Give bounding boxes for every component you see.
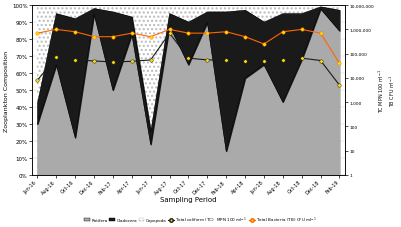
TB	[73, 31, 77, 34]
TB	[261, 43, 266, 46]
TC	[148, 59, 153, 62]
TB	[54, 29, 59, 32]
TC	[318, 60, 323, 63]
TB	[280, 31, 285, 34]
TC	[130, 61, 134, 63]
TB	[224, 31, 229, 34]
TC	[92, 60, 97, 63]
TC	[54, 57, 59, 59]
X-axis label: Sampling Period: Sampling Period	[160, 196, 217, 202]
TC	[111, 61, 115, 64]
Y-axis label: Zooplankton Composition: Zooplankton Composition	[4, 50, 9, 131]
TC	[73, 59, 77, 62]
TB	[337, 63, 342, 65]
TC	[205, 59, 210, 62]
Legend: Rotifera, Cladocera, Copepoda, Total coliform (TC)  MPN 100 ml$^{-1}$, Total Bac: Rotifera, Cladocera, Copepoda, Total col…	[83, 214, 318, 225]
TB	[299, 29, 304, 32]
TC	[337, 84, 342, 87]
TC	[35, 79, 40, 82]
TC	[243, 61, 247, 63]
TB	[111, 36, 115, 39]
TC	[280, 59, 285, 62]
TB	[205, 33, 210, 35]
Y-axis label: TC MPN 100 ml$^{-1}$
TB CFU ml$^{-1}$: TC MPN 100 ml$^{-1}$ TB CFU ml$^{-1}$	[377, 69, 397, 112]
TC	[299, 57, 304, 60]
TB	[186, 33, 191, 35]
Line: TB: TB	[36, 29, 341, 66]
TB	[35, 33, 40, 35]
TB	[148, 36, 153, 39]
TB	[167, 29, 172, 32]
Line: TC: TC	[36, 32, 341, 87]
TB	[130, 33, 134, 35]
TC	[167, 33, 172, 35]
TB	[243, 36, 247, 39]
TC	[261, 61, 266, 63]
TC	[224, 59, 229, 62]
TC	[186, 57, 191, 60]
TB	[318, 33, 323, 35]
TB	[92, 36, 97, 39]
